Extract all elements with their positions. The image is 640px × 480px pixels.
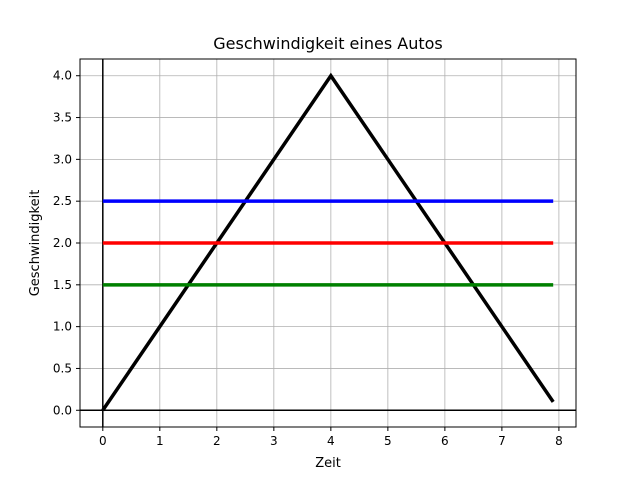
x-axis-ticks: 0 1 2 3 4 5 6 7 8: [99, 427, 563, 448]
x-tick-label: 3: [270, 434, 278, 448]
y-tick-label: 0.0: [53, 403, 72, 417]
y-tick-label: 3.0: [53, 152, 72, 166]
x-axis-label: Zeit: [315, 456, 341, 471]
x-tick-label: 4: [327, 434, 335, 448]
x-tick-label: 0: [99, 434, 107, 448]
x-tick-label: 8: [555, 434, 563, 448]
y-tick-label: 2.5: [53, 194, 72, 208]
x-tick-label: 5: [384, 434, 392, 448]
y-tick-label: 4.0: [53, 69, 72, 83]
x-tick-label: 2: [213, 434, 221, 448]
y-axis-label: Geschwindigkeit: [28, 190, 43, 297]
series: [101, 72, 555, 412]
y-tick-label: 3.5: [53, 111, 72, 125]
y-tick-label: 1.0: [53, 320, 72, 334]
series-line-1: [101, 72, 555, 412]
y-tick-label: 2.0: [53, 236, 72, 250]
y-axis-ticks: 0.0 0.5 1.0 1.5 2.0 2.5 3.0 3.5 4.0: [53, 69, 80, 417]
y-tick-label: 0.5: [53, 361, 72, 375]
x-tick-label: 1: [156, 434, 164, 448]
x-tick-label: 7: [498, 434, 506, 448]
x-tick-label: 6: [441, 434, 449, 448]
y-tick-label: 1.5: [53, 278, 72, 292]
chart-title: Geschwindigkeit eines Autos: [213, 34, 442, 53]
